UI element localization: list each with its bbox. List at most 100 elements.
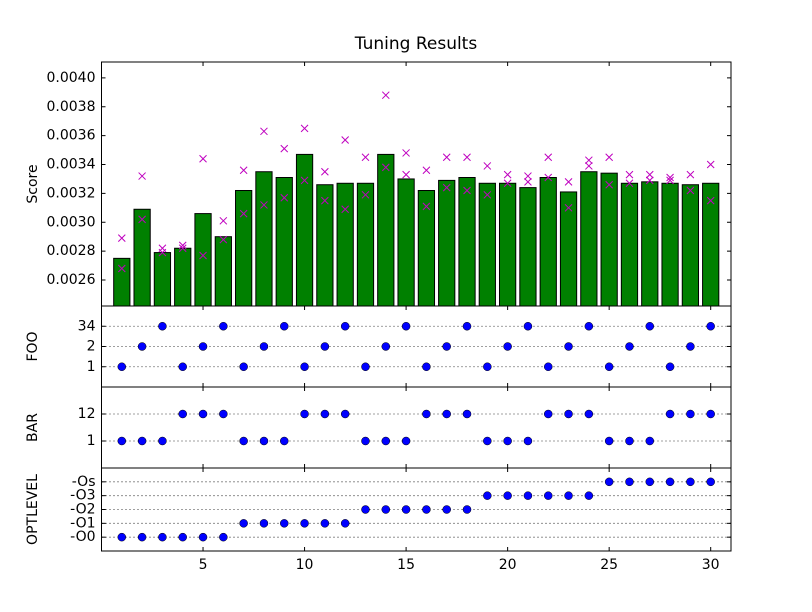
dot bbox=[625, 436, 634, 446]
sample-marker bbox=[524, 172, 532, 180]
sample-marker bbox=[605, 180, 614, 189]
dot bbox=[686, 409, 695, 419]
y-tick-label: 12 bbox=[78, 406, 96, 422]
dot bbox=[137, 436, 147, 446]
sample-marker bbox=[239, 209, 248, 218]
dot bbox=[604, 477, 614, 487]
sample-marker bbox=[402, 149, 410, 157]
dot bbox=[340, 409, 350, 419]
y-tick-label: 34 bbox=[78, 318, 96, 334]
dot bbox=[645, 436, 655, 446]
dot bbox=[300, 519, 309, 528]
dot bbox=[462, 322, 472, 331]
sample-marker bbox=[645, 170, 654, 179]
sample-marker bbox=[483, 162, 492, 170]
dot bbox=[625, 342, 634, 351]
sample-marker bbox=[706, 160, 715, 169]
sample-marker bbox=[280, 193, 289, 202]
sample-marker bbox=[361, 190, 370, 199]
sample-marker bbox=[503, 170, 512, 179]
dot bbox=[483, 436, 492, 446]
dot bbox=[503, 342, 512, 351]
bar bbox=[417, 189, 436, 307]
dot bbox=[361, 505, 370, 514]
dot bbox=[381, 342, 391, 351]
dot bbox=[300, 362, 309, 371]
dot bbox=[259, 519, 269, 528]
y-axis-label: FOO bbox=[25, 331, 41, 361]
sample-marker bbox=[260, 201, 268, 209]
sample-marker bbox=[321, 167, 329, 176]
dot bbox=[462, 505, 472, 514]
dot bbox=[442, 409, 451, 419]
y-axis-label: BAR bbox=[25, 413, 41, 442]
y-tick-label: -O0 bbox=[70, 529, 95, 545]
y-tick-label: 0.0030 bbox=[47, 214, 96, 230]
bar bbox=[559, 191, 578, 307]
sample-marker bbox=[178, 244, 187, 253]
y-tick-label: 0.0026 bbox=[47, 272, 96, 288]
sample-marker bbox=[544, 173, 553, 182]
dot bbox=[158, 532, 167, 542]
dot bbox=[137, 342, 147, 351]
dot bbox=[483, 491, 492, 500]
bar bbox=[133, 208, 151, 307]
sample-marker bbox=[341, 136, 350, 144]
y-tick-label: 0.0036 bbox=[47, 128, 96, 144]
dot bbox=[503, 491, 512, 500]
bar bbox=[438, 179, 456, 307]
dot bbox=[645, 322, 655, 331]
dot bbox=[137, 532, 147, 542]
dot bbox=[564, 409, 573, 419]
sample-marker bbox=[706, 196, 715, 205]
dot bbox=[523, 436, 533, 446]
dot bbox=[462, 409, 472, 419]
dot bbox=[523, 322, 533, 331]
sample-marker bbox=[422, 166, 431, 175]
y-tick-label: -O2 bbox=[70, 502, 95, 518]
dot bbox=[483, 362, 492, 371]
y-tick-label: 0.0028 bbox=[47, 243, 96, 259]
bar bbox=[478, 182, 496, 307]
dot bbox=[280, 519, 289, 528]
y-tick-label: -O3 bbox=[70, 488, 95, 504]
dot bbox=[219, 322, 228, 331]
x-tick-label: 20 bbox=[499, 557, 517, 573]
dot bbox=[543, 362, 553, 371]
dot bbox=[178, 362, 187, 371]
y-tick-label: 1 bbox=[87, 359, 96, 375]
sample-marker bbox=[138, 172, 146, 180]
dot bbox=[401, 505, 411, 514]
bar bbox=[519, 187, 537, 307]
dot bbox=[584, 491, 594, 500]
bar bbox=[153, 252, 172, 307]
bar bbox=[661, 182, 679, 307]
dot bbox=[706, 322, 715, 331]
dot bbox=[219, 409, 228, 419]
sample-marker bbox=[199, 251, 207, 260]
sample-marker bbox=[442, 183, 451, 192]
sample-marker bbox=[585, 162, 593, 170]
dot bbox=[584, 322, 594, 331]
sample-marker bbox=[564, 203, 573, 212]
y-tick-label: 1 bbox=[87, 433, 96, 449]
bar bbox=[275, 177, 293, 307]
sample-marker bbox=[381, 91, 390, 100]
sample-marker bbox=[686, 170, 695, 179]
dot bbox=[564, 491, 573, 500]
x-tick-label: 15 bbox=[397, 557, 415, 573]
dot bbox=[422, 362, 431, 371]
dot bbox=[645, 477, 655, 487]
sample-marker bbox=[300, 124, 309, 133]
sample-marker bbox=[585, 156, 593, 165]
bar bbox=[539, 177, 557, 307]
sample-marker bbox=[361, 153, 370, 162]
chart-title: Tuning Results bbox=[354, 34, 478, 54]
sample-marker bbox=[564, 177, 573, 186]
dot bbox=[442, 505, 451, 514]
dot bbox=[706, 477, 715, 487]
sample-marker bbox=[321, 196, 329, 205]
bar bbox=[397, 178, 415, 307]
bar bbox=[377, 153, 395, 307]
